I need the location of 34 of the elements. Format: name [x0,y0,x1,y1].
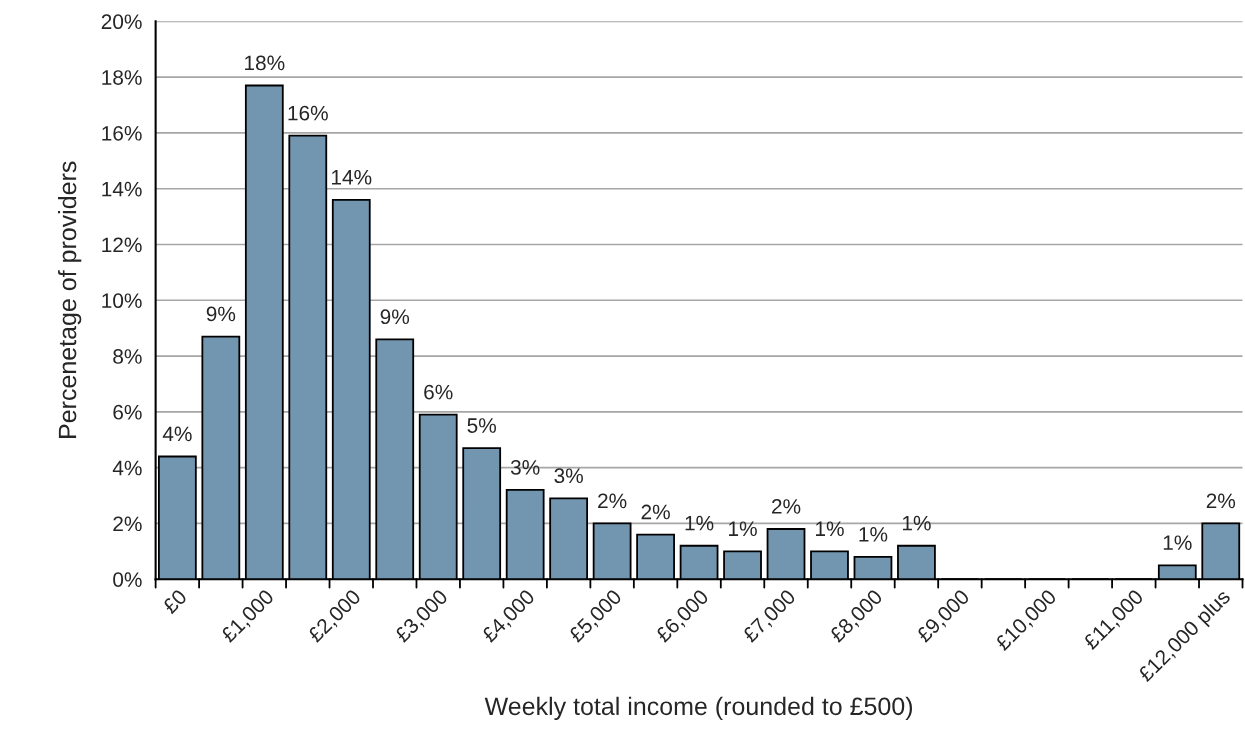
y-tick-label: 16% [102,125,142,141]
data-label: 2% [598,493,627,509]
data-label: 4% [162,426,192,442]
data-label: 1% [902,515,931,531]
y-axis-title: Percenetage of providers [57,161,82,438]
x-axis-title: Weekly total income (rounded to £500) [484,696,913,721]
data-label: 3% [510,459,540,475]
data-label: 18% [245,55,285,71]
data-label: 9% [206,306,236,322]
y-tick-label: 18% [102,70,142,85]
data-label: 1% [859,527,888,542]
y-tick-label: 6% [113,404,142,420]
data-label: 1% [816,521,844,537]
data-label: 14% [332,169,372,185]
y-tick-label: 8% [113,349,142,364]
data-label: 1% [685,515,714,531]
data-label: 1% [729,521,757,537]
y-tick-label: 0% [113,572,142,587]
y-tick-label: 12% [102,237,142,253]
data-label: 5% [467,418,496,433]
data-label: 6% [424,384,453,400]
data-label: 2% [1206,493,1236,509]
y-tick-label: 20% [101,14,142,30]
x-tick-label: £0 [161,588,188,615]
data-label: 1% [1163,535,1192,550]
data-label: 3% [554,468,583,484]
y-tick-label: 2% [113,516,142,532]
data-label: 9% [380,309,410,325]
y-tick-label: 10% [102,293,142,309]
data-label: 2% [641,504,670,520]
y-tick-label: 4% [112,460,142,476]
data-label: 16% [288,105,328,121]
y-tick-label: 14% [102,181,142,197]
data-label: 2% [772,499,801,514]
